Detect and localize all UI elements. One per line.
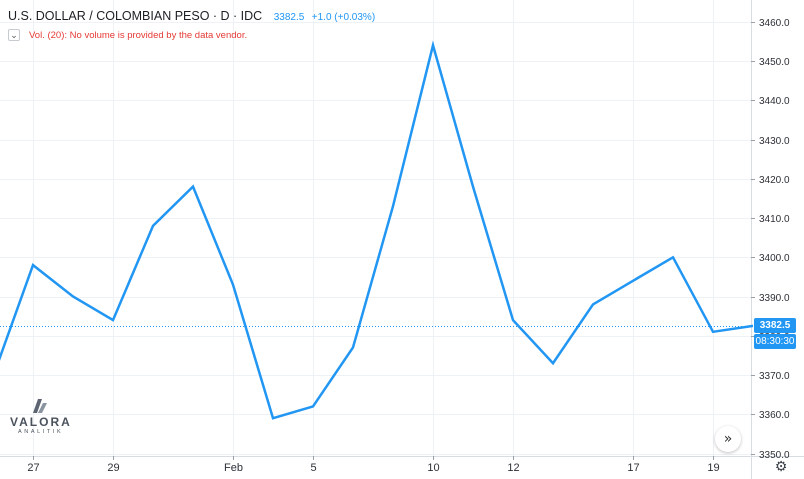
valora-logo: VALORA ANALITIK bbox=[10, 398, 72, 435]
y-tick-label: 3450.0 bbox=[759, 57, 790, 68]
countdown-label: 08:30:30 bbox=[754, 334, 796, 349]
time-axis[interactable]: 27 29 Feb 5 10 12 17 19 bbox=[27, 456, 720, 474]
horizontal-gridlines bbox=[0, 22, 751, 455]
chart-legend: U.S. DOLLAR / COLOMBIAN PESO · D · IDC 3… bbox=[8, 9, 375, 23]
volume-study-row: ⌄ Vol. (20): No volume is provided by th… bbox=[8, 29, 247, 41]
logo-subtitle: ANALITIK bbox=[18, 429, 64, 435]
legend-change: +1.0 (+0.03%) bbox=[311, 12, 376, 23]
symbol-title[interactable]: U.S. DOLLAR / COLOMBIAN PESO · D · IDC bbox=[8, 9, 263, 23]
y-tick-label: 3370.0 bbox=[759, 371, 790, 382]
logo-mark-icon bbox=[33, 399, 47, 413]
vertical-gridlines bbox=[33, 0, 714, 456]
x-tick-label: 19 bbox=[707, 462, 719, 474]
last-price-label: 3382.5 bbox=[754, 318, 796, 333]
legend-last-price: 3382.5 bbox=[273, 12, 305, 23]
x-tick-label: 29 bbox=[107, 462, 119, 474]
x-tick-label: Feb bbox=[224, 462, 243, 474]
double-chevron-right-icon[interactable]: » bbox=[715, 426, 741, 452]
price-series[interactable] bbox=[0, 40, 754, 420]
y-tick-label: 3460.0 bbox=[759, 18, 790, 29]
y-tick-label: 3410.0 bbox=[759, 214, 790, 225]
gear-icon[interactable]: ⚙ bbox=[774, 459, 788, 475]
y-tick-label: 3430.0 bbox=[759, 136, 790, 147]
y-tick-label: 3390.0 bbox=[759, 293, 790, 304]
y-tick-label: 3350.0 bbox=[759, 450, 790, 461]
x-tick-label: 27 bbox=[27, 462, 39, 474]
y-tick-label: 3360.0 bbox=[759, 410, 790, 421]
volume-notice: Vol. (20): No volume is provided by the … bbox=[29, 29, 248, 41]
logo-name: VALORA bbox=[10, 415, 72, 429]
y-tick-label: 3420.0 bbox=[759, 175, 790, 186]
y-tick-label: 3400.0 bbox=[759, 253, 790, 264]
x-tick-label: 17 bbox=[627, 462, 639, 474]
series-line bbox=[0, 40, 754, 420]
price-axis[interactable]: 3350.03360.03370.03380.03390.03400.03410… bbox=[751, 18, 790, 461]
x-tick-label: 12 bbox=[507, 462, 519, 474]
y-tick-label: 3440.0 bbox=[759, 96, 790, 107]
x-tick-label: 10 bbox=[427, 462, 439, 474]
x-tick-label: 5 bbox=[310, 462, 316, 474]
chevron-down-icon[interactable]: ⌄ bbox=[8, 29, 20, 41]
